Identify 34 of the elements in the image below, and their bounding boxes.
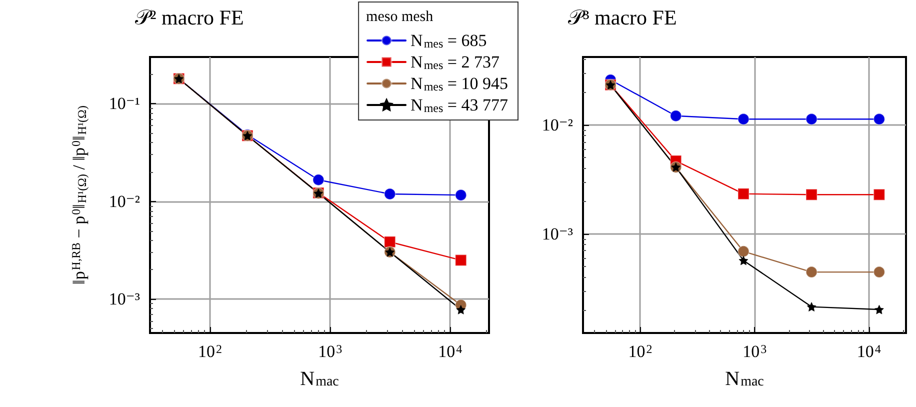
- y-tick-label: 10⁻¹: [108, 94, 140, 114]
- x-axis-title: Nmac: [725, 368, 764, 390]
- text: ‖pH,RB − p0‖H¹(Ω) / ‖p0‖H¹(Ω): [69, 106, 89, 284]
- legend-label: Nmes = 10 945: [410, 74, 508, 94]
- point: [873, 113, 886, 126]
- point: [806, 113, 818, 126]
- legend-label: Nmes = 43 777: [410, 96, 508, 115]
- legend-label: Nmes = 685: [410, 31, 487, 50]
- point: [806, 188, 818, 201]
- point: [806, 302, 816, 312]
- point: [737, 245, 750, 258]
- point: [737, 113, 750, 126]
- point: [456, 305, 466, 314]
- point: [384, 236, 396, 248]
- legend-title: meso mesh: [366, 9, 434, 25]
- point: [806, 266, 818, 278]
- legend-label: Nmes = 2 737: [410, 52, 500, 72]
- point: [454, 189, 467, 202]
- chart-title: 𝒫² macro FE: [135, 6, 244, 30]
- y-tick-label: 10⁻³: [108, 290, 140, 309]
- point: [873, 266, 886, 278]
- y-tick-label: 10⁻²: [108, 192, 140, 211]
- x-axis-title: Nmac: [300, 368, 339, 390]
- point: [384, 188, 396, 200]
- y-tick-label: 10⁻³: [542, 224, 573, 244]
- point: [874, 304, 884, 314]
- chart-title: 𝒫³ macro FE: [568, 6, 677, 30]
- point: [737, 188, 750, 200]
- point: [873, 188, 886, 201]
- y-tick-label: 10⁻²: [542, 115, 573, 134]
- point: [312, 174, 324, 186]
- point: [738, 256, 748, 266]
- point: [454, 254, 467, 266]
- point: [670, 110, 682, 122]
